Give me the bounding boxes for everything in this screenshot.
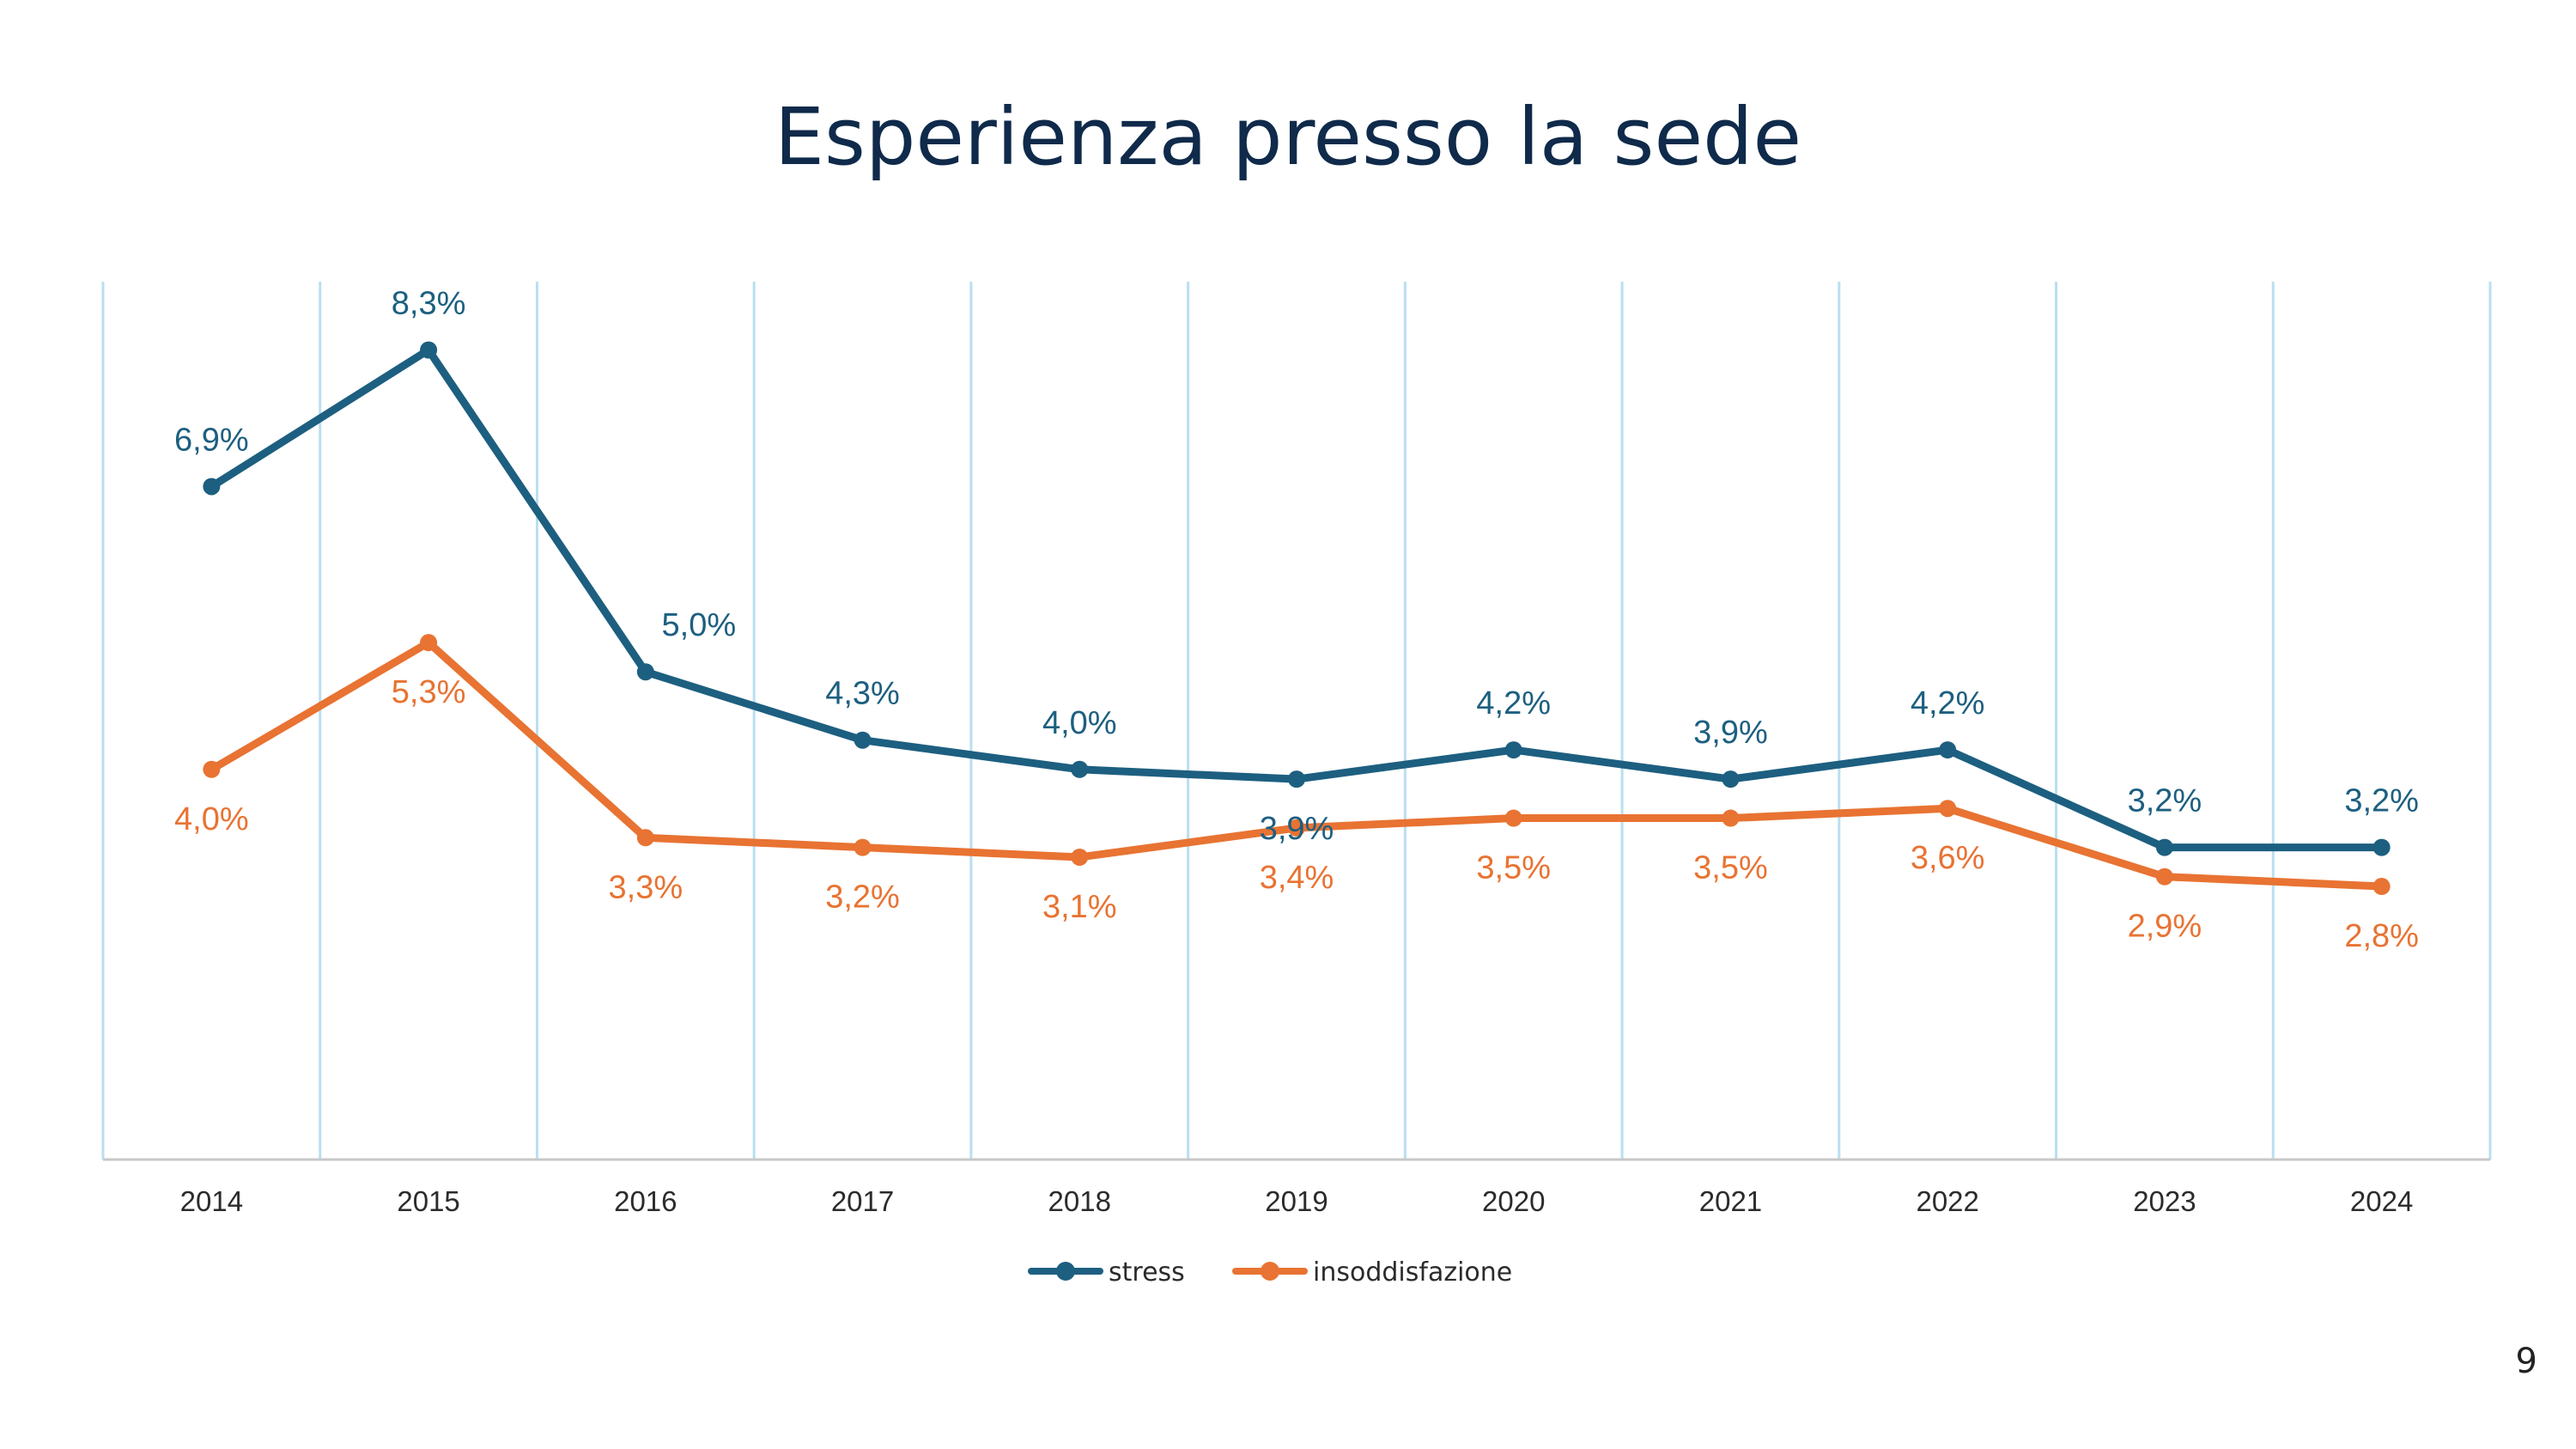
x-tick-label: 2019	[1265, 1185, 1327, 1217]
x-tick-label: 2023	[2133, 1185, 2196, 1217]
legend-label-insoddisfazione: insoddisfazione	[1313, 1257, 1512, 1288]
data-label-insoddisfazione: 3,1%	[1042, 889, 1117, 925]
data-point-insoddisfazione	[203, 760, 221, 778]
data-label-stress: 4,2%	[1911, 685, 1985, 721]
data-point-insoddisfazione	[1722, 809, 1740, 827]
data-label-insoddisfazione: 4,0%	[174, 801, 249, 837]
x-tick-label: 2020	[1482, 1185, 1545, 1217]
data-label-stress: 4,2%	[1476, 685, 1551, 721]
x-tick-label: 2022	[1916, 1185, 1978, 1217]
x-tick-label: 2016	[614, 1185, 677, 1217]
data-point-insoddisfazione	[420, 634, 438, 652]
data-labels: 6,9% 8,3% 5,0% 4,3% 4,0% 3,9% 4,2% 3,9% 4,2% 3,2%…	[174, 285, 2419, 954]
data-point-stress	[203, 478, 221, 496]
data-label-stress: 3,9%	[1260, 811, 1334, 847]
data-point-stress	[1288, 770, 1305, 788]
data-label-insoddisfazione: 2,8%	[2344, 918, 2419, 954]
data-label-stress: 6,9%	[174, 422, 249, 458]
data-label-stress: 3,9%	[1693, 715, 1768, 751]
data-point-insoddisfazione	[1288, 819, 1305, 837]
data-point-insoddisfazione	[1071, 848, 1089, 866]
x-tick-label: 2015	[397, 1185, 459, 1217]
data-label-insoddisfazione: 3,4%	[1260, 860, 1334, 896]
data-point-stress	[420, 341, 438, 359]
data-point-insoddisfazione	[1939, 800, 1957, 818]
data-point-stress	[854, 731, 872, 749]
data-point-insoddisfazione	[636, 829, 654, 847]
data-label-insoddisfazione: 3,3%	[609, 869, 683, 905]
x-axis: 2014 2015 2016 2017 2018 2019 2020 2021 2022 2023…	[103, 1158, 2490, 1217]
data-point-stress	[1722, 770, 1740, 788]
data-point-stress	[1939, 741, 1957, 759]
data-label-stress: 4,0%	[1042, 705, 1117, 741]
data-point-insoddisfazione	[2372, 878, 2391, 896]
x-tick-label: 2024	[2350, 1185, 2413, 1217]
data-point-stress	[2372, 838, 2391, 856]
data-label-insoddisfazione: 5,3%	[392, 674, 466, 710]
data-point-stress	[2155, 838, 2173, 856]
data-point-stress	[636, 663, 654, 681]
data-label-stress: 3,2%	[2128, 783, 2202, 819]
legend: stress insoddisfazione	[1028, 1257, 1512, 1288]
grid-lines	[101, 282, 2492, 1160]
legend-marker-stress	[1056, 1262, 1075, 1281]
data-label-stress: 5,0%	[662, 607, 737, 643]
series-lines	[203, 341, 2391, 896]
x-tick-label: 2017	[831, 1185, 894, 1217]
data-label-stress: 4,3%	[825, 676, 900, 712]
legend-label-stress: stress	[1109, 1257, 1185, 1288]
data-label-stress: 8,3%	[392, 285, 466, 321]
data-point-insoddisfazione	[2155, 868, 2173, 886]
page-number: 9	[2515, 1342, 2537, 1381]
data-label-insoddisfazione: 2,9%	[2128, 909, 2202, 945]
x-tick-label: 2021	[1699, 1185, 1762, 1217]
data-point-insoddisfazione	[854, 838, 872, 856]
data-label-insoddisfazione: 3,6%	[1911, 840, 1985, 876]
data-label-stress: 3,2%	[2344, 783, 2419, 819]
data-label-insoddisfazione: 3,2%	[825, 880, 900, 916]
x-tick-label: 2014	[180, 1185, 243, 1217]
data-point-insoddisfazione	[1504, 809, 1522, 827]
data-label-insoddisfazione: 3,5%	[1476, 850, 1551, 886]
data-point-stress	[1071, 760, 1089, 778]
legend-marker-insoddisfazione	[1261, 1262, 1279, 1281]
data-point-stress	[1504, 741, 1522, 759]
chart-title: Esperienza presso la sede	[774, 91, 1802, 183]
data-label-insoddisfazione: 3,5%	[1693, 850, 1768, 886]
x-tick-label: 2018	[1048, 1185, 1111, 1217]
